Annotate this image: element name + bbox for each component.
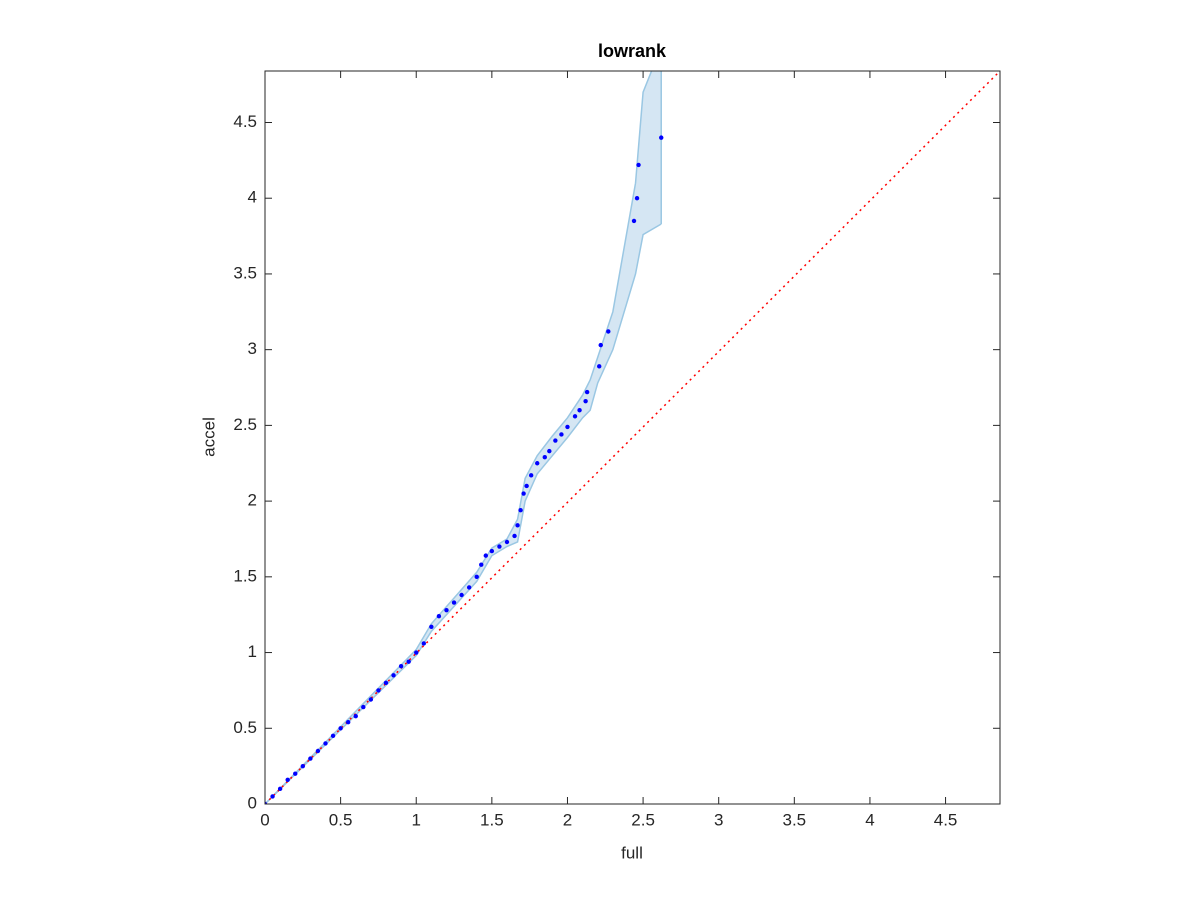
reference-line	[265, 71, 1000, 804]
y-tick-label: 3	[248, 339, 257, 358]
data-point	[512, 533, 517, 539]
data-point	[518, 507, 523, 513]
data-point	[436, 614, 442, 619]
data-point	[577, 408, 582, 413]
data-point	[376, 688, 381, 693]
y-tick-label: 1	[248, 642, 257, 661]
data-point	[559, 432, 564, 437]
y-tick-label: 2.5	[233, 415, 257, 434]
x-tick-label: 2.5	[631, 810, 655, 829]
data-point	[542, 454, 547, 460]
data-point	[572, 414, 578, 419]
data-point	[429, 624, 434, 630]
y-tick-label: 3.5	[233, 263, 257, 282]
band-edge	[265, 223, 662, 804]
x-tick-label: 1.5	[480, 810, 504, 829]
data-point	[521, 491, 526, 496]
chart-title: lowrank	[598, 41, 667, 61]
data-point	[553, 438, 558, 443]
data-point	[345, 720, 351, 725]
x-tick-label: 1	[412, 810, 421, 829]
data-point	[466, 585, 472, 590]
data-point	[398, 663, 404, 669]
data-point	[636, 162, 641, 168]
data-point	[451, 600, 457, 605]
data-point	[353, 713, 358, 719]
data-point	[265, 801, 268, 804]
y-tick-label: 4	[248, 188, 257, 207]
data-point	[504, 539, 510, 545]
data-point	[293, 771, 298, 776]
data-point	[308, 756, 313, 761]
data-point	[338, 726, 343, 731]
data-point	[547, 448, 552, 454]
data-point	[597, 364, 602, 369]
data-point	[330, 733, 336, 739]
data-point	[315, 748, 321, 754]
band-edge	[265, 71, 653, 804]
y-tick-label: 4.5	[233, 112, 257, 131]
data-point	[584, 389, 590, 395]
x-tick-label: 2	[563, 810, 572, 829]
data-point	[497, 544, 502, 549]
data-point	[300, 763, 306, 769]
y-tick-label: 0.5	[233, 718, 257, 737]
x-axis-label: full	[621, 843, 643, 862]
data-point	[583, 398, 588, 404]
y-tick-label: 1.5	[233, 566, 257, 585]
x-tick-label: 0	[260, 810, 269, 829]
data-point	[489, 548, 495, 554]
data-point	[383, 680, 389, 686]
data-point	[459, 592, 464, 598]
confidence-band	[265, 71, 662, 804]
data-point	[535, 461, 540, 466]
data-point	[524, 483, 529, 489]
data-point	[515, 523, 520, 528]
data-point	[414, 650, 419, 655]
x-tick-label: 4.5	[934, 810, 958, 829]
data-point	[421, 641, 426, 646]
axes-box	[264, 70, 1001, 805]
data-point	[270, 794, 275, 799]
x-tick-label: 4	[865, 810, 874, 829]
data-point	[285, 777, 290, 782]
data-point	[631, 218, 637, 224]
data-point	[634, 196, 640, 201]
data-point	[606, 329, 611, 334]
x-tick-label: 3	[714, 810, 723, 829]
y-tick-label: 0	[248, 793, 257, 812]
data-point	[406, 659, 411, 664]
x-tick-label: 0.5	[329, 810, 353, 829]
x-tick-label: 3.5	[783, 810, 807, 829]
data-point	[659, 135, 664, 140]
data-point	[483, 553, 489, 558]
plot-area	[265, 71, 1000, 804]
data-point	[368, 697, 374, 702]
data-point	[598, 342, 603, 348]
data-point	[444, 607, 449, 613]
y-tick-label: 2	[248, 491, 257, 510]
data-point	[474, 574, 479, 580]
data-point	[528, 473, 534, 478]
data-point	[277, 786, 283, 792]
data-point	[361, 704, 366, 710]
data-point	[323, 741, 328, 746]
data-point	[565, 424, 570, 430]
data-point	[479, 562, 484, 567]
data-point	[391, 673, 396, 678]
y-axis-label: accel	[199, 417, 218, 457]
